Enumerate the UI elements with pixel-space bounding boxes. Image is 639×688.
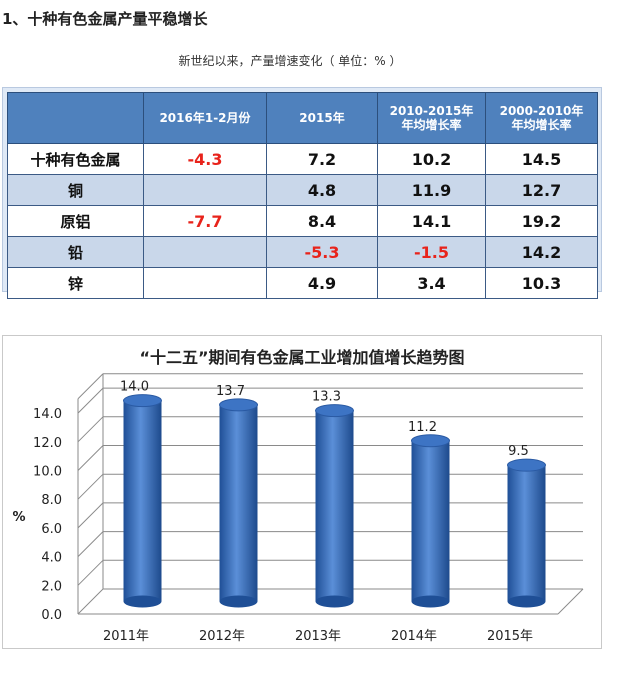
header-2016-jan-feb: 2016年1-2月份 — [143, 92, 267, 144]
table-cell: 14.2 — [485, 236, 598, 268]
chart-title: “十二五”期间有色金属工业增加值增长趋势图 — [139, 348, 464, 367]
growth-trend-chart: “十二五”期间有色金属工业增加值增长趋势图 % 0.0 2.0 4.0 6.0 8.0 1… — [2, 335, 602, 649]
bar — [507, 465, 546, 602]
side-gridline — [77, 559, 104, 586]
table-cell: 10.2 — [377, 143, 486, 175]
side-gridline — [77, 502, 104, 529]
table-cell: 12.7 — [485, 174, 598, 206]
side-gridline — [77, 387, 104, 414]
header-2010-2015-avg: 2010-2015年 年均增长率 — [377, 92, 486, 144]
bar — [315, 410, 354, 602]
bar-chart-svg: “十二五”期间有色金属工业增加值增长趋势图 % 0.0 2.0 4.0 6.0 8.0 1… — [12, 348, 584, 644]
row-label: 铜 — [7, 174, 144, 206]
row-label: 锌 — [7, 267, 144, 299]
table-cell: 11.9 — [377, 174, 486, 206]
x-tick-label: 2012年 — [199, 629, 245, 644]
bar-top — [507, 458, 546, 472]
data-label: 13.3 — [312, 390, 341, 405]
table-row: 锌 4.9 3.4 10.3 — [7, 267, 598, 299]
table-header-row: 2016年1-2月份 2015年 2010-2015年 年均增长率 2000-20… — [7, 92, 598, 144]
data-label: 13.7 — [216, 384, 245, 399]
side-gridline — [77, 473, 104, 500]
side-gridline — [77, 373, 104, 400]
table-row: 十种有色金属 -4.3 7.2 10.2 14.5 — [7, 143, 598, 175]
side-gridline — [77, 531, 104, 557]
header-2015: 2015年 — [266, 92, 378, 144]
table-cell: -5.3 — [266, 236, 378, 268]
table-cell: 10.3 — [485, 267, 598, 299]
bar-base — [507, 595, 546, 608]
table-cell — [143, 174, 267, 206]
table-row: 原铝 -7.7 8.4 14.1 19.2 — [7, 205, 598, 237]
bar-top — [219, 398, 258, 412]
table-cell: 4.8 — [266, 174, 378, 206]
bar-base — [411, 595, 450, 608]
y-tick-label: 0.0 — [41, 608, 62, 623]
growth-table: 2016年1-2月份 2015年 2010-2015年 年均增长率 2000-20… — [7, 92, 598, 299]
side-gridline — [77, 588, 104, 615]
side-gridline — [77, 416, 104, 443]
row-label: 铅 — [7, 236, 144, 268]
x-tick-label: 2015年 — [487, 629, 533, 644]
bar-base — [123, 595, 162, 608]
section-heading: 1、十种有色金属产量平稳增长 — [2, 10, 208, 28]
table-row: 铜 4.8 11.9 12.7 — [7, 174, 598, 206]
table-cell: 14.1 — [377, 205, 486, 237]
y-tick-label: 14.0 — [33, 407, 62, 422]
table-cell — [143, 267, 267, 299]
table-cell: 14.5 — [485, 143, 598, 175]
side-gridline — [77, 445, 104, 471]
table-cell: -1.5 — [377, 236, 486, 268]
bar-top — [315, 404, 354, 418]
bar-base — [219, 595, 258, 608]
table-subtitle: 新世纪以来，产量增速变化（ 单位：% ） — [178, 54, 402, 68]
growth-table-panel: 2016年1-2月份 2015年 2010-2015年 年均增长率 2000-20… — [2, 87, 602, 299]
table-cell: 7.2 — [266, 143, 378, 175]
bar-top — [123, 394, 162, 408]
y-tick-label: 4.0 — [41, 551, 62, 566]
floor-edge — [557, 588, 584, 615]
x-tick-label: 2013年 — [295, 629, 341, 644]
y-tick-label: 2.0 — [41, 579, 62, 594]
y-tick-label: 6.0 — [41, 522, 62, 537]
table-cell: -7.7 — [143, 205, 267, 237]
bar — [219, 404, 258, 602]
data-label: 14.0 — [120, 380, 149, 395]
table-cell: -4.3 — [143, 143, 267, 175]
table-cell: 4.9 — [266, 267, 378, 299]
bar — [123, 400, 162, 602]
bar — [411, 440, 450, 602]
table-cell: 8.4 — [266, 205, 378, 237]
y-tick-label: 12.0 — [33, 436, 62, 451]
row-label: 十种有色金属 — [7, 143, 144, 175]
y-tick-label: 10.0 — [33, 465, 62, 480]
y-tick-label: 8.0 — [41, 493, 62, 508]
table-cell — [143, 236, 267, 268]
y-axis-label: % — [12, 510, 25, 525]
table-row: 铅 -5.3 -1.5 14.2 — [7, 236, 598, 268]
table-cell: 19.2 — [485, 205, 598, 237]
header-corner — [7, 92, 144, 144]
table-cell: 3.4 — [377, 267, 486, 299]
x-tick-label: 2011年 — [103, 629, 149, 644]
row-label: 原铝 — [7, 205, 144, 237]
bar-top — [411, 434, 450, 448]
header-2000-2010-avg: 2000-2010年 年均增长率 — [485, 92, 598, 144]
data-label: 11.2 — [408, 420, 437, 435]
x-tick-label: 2014年 — [391, 629, 437, 644]
bar-base — [315, 595, 354, 608]
data-label: 9.5 — [508, 444, 529, 459]
